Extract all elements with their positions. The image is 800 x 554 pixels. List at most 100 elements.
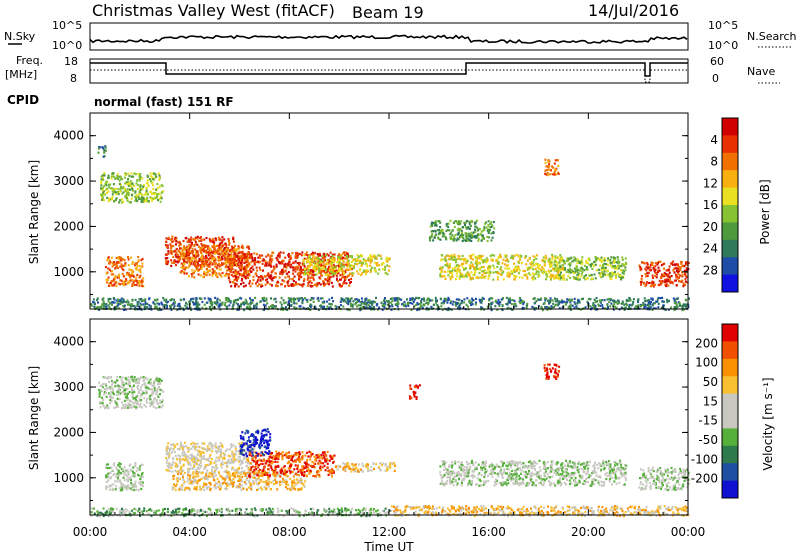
echo-cell	[576, 302, 579, 305]
echo-cell	[449, 301, 452, 305]
echo-cell	[112, 301, 115, 304]
echo-cell	[263, 259, 266, 262]
echo-cell	[203, 262, 206, 265]
echo-cell	[330, 270, 333, 273]
echo-cell	[621, 256, 624, 259]
power-echo-data	[90, 145, 690, 312]
echo-cell	[113, 200, 116, 203]
echo-cell	[651, 274, 654, 277]
echo-cell	[642, 302, 645, 305]
echo-cell	[312, 271, 315, 274]
echo-cell	[487, 271, 490, 274]
echo-cell	[158, 308, 161, 311]
echo-cell	[487, 265, 490, 269]
echo-cell	[485, 221, 488, 224]
echo-cell	[519, 301, 522, 304]
echo-cell	[218, 252, 221, 255]
echo-cell	[190, 257, 193, 260]
echo-cell	[552, 166, 555, 169]
echo-cell	[367, 257, 370, 261]
echo-cell	[466, 235, 469, 238]
echo-cell	[473, 267, 476, 271]
echo-cell	[198, 297, 201, 300]
echo-cell	[592, 302, 595, 305]
echo-cell	[327, 276, 329, 280]
echo-cell	[140, 280, 143, 283]
echo-cell	[102, 177, 104, 180]
echo-cell	[152, 405, 155, 408]
echo-cell	[275, 265, 278, 268]
echo-cell	[540, 305, 543, 308]
echo-cell	[493, 254, 496, 257]
echo-cell	[487, 224, 490, 227]
echo-cell	[524, 270, 526, 273]
echo-cell	[136, 281, 139, 284]
echo-cell	[331, 265, 334, 268]
echo-cell	[433, 236, 436, 239]
echo-cell	[529, 263, 532, 266]
echo-cell	[673, 271, 676, 274]
echo-cell	[482, 229, 484, 232]
echo-cell	[105, 305, 108, 308]
echo-cell	[260, 285, 263, 288]
echo-cell	[452, 239, 455, 242]
echo-cell	[532, 297, 535, 301]
echo-cell	[172, 255, 175, 258]
echo-cell	[329, 271, 332, 275]
echo-cell	[244, 265, 247, 268]
echo-cell	[108, 282, 111, 285]
echo-cell	[473, 235, 476, 238]
echo-cell	[92, 298, 95, 301]
echo-cell	[681, 279, 684, 282]
echo-cell	[223, 248, 226, 251]
echo-cell	[310, 281, 313, 284]
echo-cell	[124, 173, 127, 176]
echo-cell	[461, 263, 464, 266]
echo-cell	[521, 261, 523, 265]
echo-cell	[227, 260, 229, 263]
echo-region	[97, 145, 107, 158]
echo-cell	[589, 265, 592, 268]
echo-cell	[296, 297, 299, 300]
echo-cell	[136, 385, 139, 388]
echo-cell	[211, 240, 214, 243]
echo-cell	[115, 197, 118, 200]
echo-cell	[232, 304, 235, 307]
echo-cell	[482, 297, 485, 300]
echo-cell	[559, 254, 562, 257]
echo-cell	[282, 251, 285, 254]
echo-cell	[257, 256, 260, 259]
echo-cell	[236, 303, 239, 306]
echo-cell	[439, 298, 442, 301]
echo-cell	[249, 297, 251, 300]
echo-cell	[470, 239, 473, 243]
echo-cell	[449, 237, 452, 241]
echo-cell	[382, 261, 385, 265]
echo-cell	[483, 225, 486, 229]
echo-cell	[644, 284, 647, 288]
echo-cell	[145, 187, 148, 190]
echo-cell	[339, 278, 341, 281]
echo-cell	[186, 261, 189, 264]
echo-cell	[544, 254, 547, 258]
echo-cell	[565, 301, 568, 304]
echo-cell	[232, 237, 235, 241]
echo-cell	[261, 262, 264, 265]
echo-cell	[331, 266, 334, 269]
echo-cell	[451, 269, 454, 272]
echo-cell	[549, 297, 552, 300]
echo-cell	[177, 253, 179, 256]
echo-cell	[204, 273, 207, 276]
echo-cell	[357, 304, 360, 307]
echo-cell	[319, 258, 322, 261]
echo-cell	[369, 305, 372, 308]
echo-cell	[169, 243, 172, 246]
echo-cell	[342, 276, 345, 279]
echo-cell	[185, 266, 187, 269]
echo-cell	[122, 383, 125, 387]
echo-cell	[130, 175, 133, 178]
echo-cell	[463, 268, 465, 271]
echo-cell	[337, 272, 339, 275]
echo-cell	[284, 301, 287, 304]
echo-cell	[117, 176, 120, 179]
